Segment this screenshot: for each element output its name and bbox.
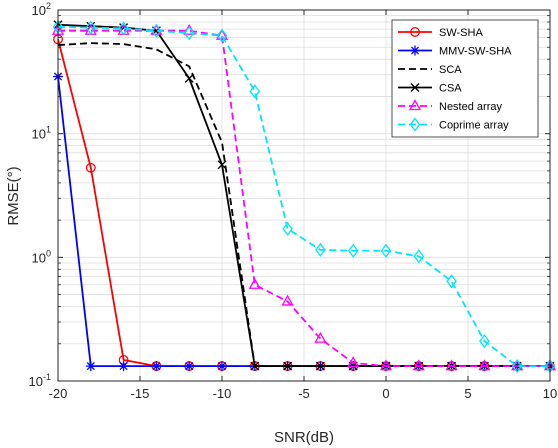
x-tick-label: -20	[49, 386, 68, 401]
data-point	[248, 277, 261, 289]
series-line	[58, 29, 550, 367]
legend-label: SW-SHA	[439, 27, 483, 39]
x-tick-label: 5	[464, 386, 471, 401]
series-sca	[57, 42, 550, 367]
data-point	[85, 20, 97, 35]
x-tick-label: -5	[298, 386, 310, 401]
data-point	[215, 28, 229, 40]
data-point	[347, 243, 359, 258]
y-tick-label: 101	[32, 125, 51, 142]
y-tick-label: 100	[32, 248, 51, 265]
data-point	[379, 359, 393, 371]
data-point	[85, 361, 96, 372]
x-tick-label: -10	[213, 386, 232, 401]
y-axis-title: RMSE(°)	[5, 166, 22, 225]
data-point	[216, 28, 228, 43]
data-point	[250, 361, 260, 371]
legend-label: CSA	[439, 83, 462, 95]
data-point	[283, 361, 293, 371]
legend-label: SCA	[439, 64, 462, 76]
legend-marker	[410, 27, 420, 37]
data-point	[282, 221, 293, 236]
data-point	[314, 331, 327, 343]
data-point	[479, 334, 490, 349]
data-point	[118, 21, 129, 36]
data-point	[445, 359, 458, 371]
data-point	[380, 243, 392, 258]
legend-marker	[408, 99, 422, 111]
legend-marker	[409, 117, 421, 132]
data-point	[118, 361, 129, 372]
x-axis-title: SNR(dB)	[274, 429, 334, 446]
data-point	[478, 359, 491, 371]
series-nested-array	[51, 23, 557, 371]
data-point	[85, 162, 96, 173]
data-point	[281, 294, 294, 306]
data-point	[151, 361, 162, 372]
x-tick-label: 0	[382, 386, 389, 401]
axis-ticks: -20 -15 -10 -5 0 5 10 10-1 100 101 102	[29, 1, 558, 401]
data-point	[150, 23, 163, 35]
data-point	[446, 274, 457, 289]
data-point	[315, 361, 325, 371]
series-line	[57, 26, 550, 367]
series-line	[57, 42, 550, 367]
data-point	[184, 73, 194, 83]
data-point	[412, 359, 425, 371]
data-point	[315, 242, 326, 257]
series-coprime-array	[52, 19, 556, 374]
legend-box	[391, 19, 539, 138]
y-tick-label: 102	[32, 1, 51, 18]
data-point	[151, 23, 162, 38]
legend-marker	[410, 83, 420, 92]
legend-label: MMV-SW-SHA	[439, 46, 512, 58]
y-tick-label: 10-1	[29, 372, 51, 389]
data-point	[511, 359, 523, 374]
legend-marker	[410, 45, 420, 56]
data-point	[413, 249, 425, 264]
data-point	[183, 26, 195, 41]
series-layer	[51, 19, 557, 374]
data-point	[217, 361, 227, 372]
data-point	[347, 356, 360, 368]
data-point	[249, 84, 261, 99]
legend-label: Coprime array	[439, 120, 509, 132]
data-point	[511, 359, 524, 371]
x-tick-label: -15	[131, 386, 150, 401]
data-point	[217, 160, 227, 170]
data-point	[184, 361, 195, 372]
x-tick-label: 10	[543, 386, 557, 401]
legend-label: Nested array	[439, 101, 502, 113]
legend: SW-SHA MMV-SW-SHA SCA CSA Nested array Coprim…	[391, 19, 539, 138]
